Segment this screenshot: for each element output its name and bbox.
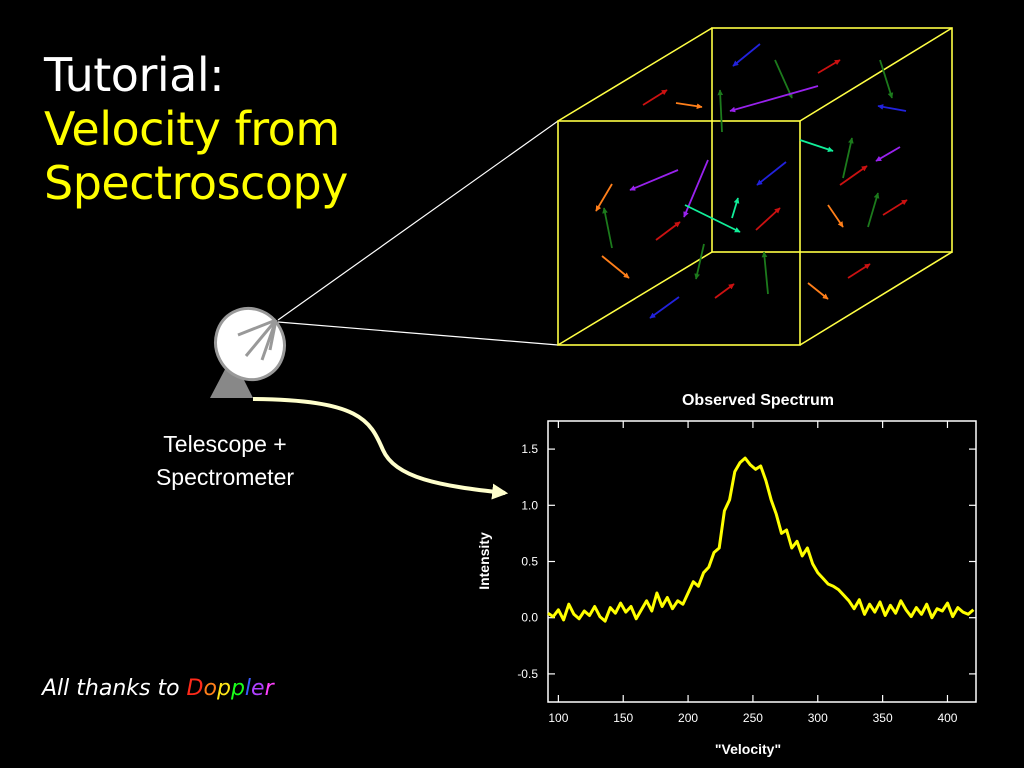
cube-edge (557, 251, 713, 346)
velocity-arrow (655, 221, 681, 241)
velocity-arrow (629, 169, 679, 191)
spectrum-series-line (547, 456, 975, 623)
beam-line-top (277, 120, 559, 321)
slide-subtitle-line2: Spectroscopy (44, 156, 348, 210)
beam-line-bottom (277, 321, 559, 346)
x-tick-label: 150 (613, 711, 633, 725)
velocity-arrow (595, 183, 613, 212)
x-tick-label: 350 (873, 711, 893, 725)
y-tick-label: 1.0 (521, 498, 538, 512)
spectrum-chart: Observed Spectrum "Velocity" Intensity -… (476, 392, 977, 757)
velocity-arrow (877, 104, 907, 112)
gas-cube-icon (557, 27, 953, 346)
velocity-arrow (839, 165, 868, 186)
curved-arrow-icon (252, 397, 509, 500)
slide-title: Tutorial: (44, 48, 225, 102)
chart-plot-frame (547, 420, 977, 703)
velocity-arrow (827, 204, 844, 228)
velocity-arrow (729, 85, 819, 113)
doppler-letter: r (264, 676, 274, 701)
cube-back-face (711, 27, 953, 253)
doppler-letter: l (244, 676, 252, 701)
telescope-label-line1: Telescope + (163, 431, 287, 457)
doppler-letter: e (251, 676, 265, 701)
y-tick-label: 0.0 (521, 611, 538, 625)
velocity-arrow (774, 59, 793, 99)
chart-x-ticks: 100 150 200 250 300 350 400 (548, 421, 958, 725)
velocity-arrow (601, 255, 630, 279)
velocity-arrow (675, 102, 703, 110)
doppler-letter: D (186, 676, 204, 701)
y-tick-label: 1.5 (521, 442, 538, 456)
velocity-arrow (879, 59, 894, 99)
velocity-arrows (595, 43, 908, 319)
chart-title: Observed Spectrum (682, 392, 834, 409)
dish-strut (237, 318, 277, 337)
velocity-arrow (731, 197, 740, 219)
velocity-arrow (714, 283, 735, 299)
x-tick-label: 250 (743, 711, 763, 725)
telescope-label-line2: Spectrometer (155, 464, 295, 490)
y-tick-label: -0.5 (517, 667, 538, 681)
cube-edge (557, 27, 713, 122)
velocity-arrow (694, 243, 705, 280)
chart-y-ticks: -0.5 0.0 0.5 1.0 1.5 (517, 442, 976, 681)
telescope-label: Telescope + Spectrometer (130, 428, 320, 494)
title-block: Tutorial: Velocity from Spectroscopy (44, 48, 348, 210)
velocity-arrow (732, 43, 761, 67)
velocity-arrow (847, 263, 871, 279)
dish-strut (244, 319, 278, 357)
doppler-letter: o (203, 676, 217, 701)
y-tick-label: 0.5 (521, 555, 538, 569)
velocity-arrow (756, 161, 787, 186)
x-tick-label: 300 (808, 711, 828, 725)
velocity-arrow (649, 296, 680, 319)
velocity-arrow (755, 207, 781, 231)
doppler-letter: p (230, 676, 245, 701)
velocity-arrow (842, 137, 854, 179)
x-tick-label: 400 (937, 711, 957, 725)
footer-text: All thanks to Doppler (42, 676, 274, 701)
velocity-arrow (602, 207, 613, 249)
cube-front-face (557, 120, 801, 346)
doppler-letter: p (216, 676, 231, 701)
satellite-dish-icon (210, 306, 286, 398)
velocity-arrow (875, 146, 901, 162)
velocity-arrow (761, 251, 769, 295)
x-tick-label: 100 (548, 711, 568, 725)
velocity-arrow (817, 59, 841, 74)
velocity-arrow (807, 282, 829, 300)
dish-strut (268, 319, 278, 351)
chart-y-axis-label: Intensity (476, 532, 492, 590)
cube-edge (799, 27, 953, 122)
dish-mount (210, 356, 253, 398)
chart-x-axis-label: "Velocity" (715, 741, 781, 757)
velocity-arrow (684, 204, 741, 233)
velocity-arrow (882, 199, 908, 216)
velocity-arrow (683, 159, 709, 218)
doppler-word: Doppler (187, 676, 274, 701)
slide-subtitle-line1: Velocity from (44, 102, 340, 156)
velocity-arrow (867, 192, 880, 228)
x-tick-label: 200 (678, 711, 698, 725)
velocity-arrow (642, 89, 668, 106)
footer-prefix: All thanks to (42, 676, 187, 701)
velocity-arrow (717, 89, 724, 133)
cube-edge (799, 251, 953, 346)
velocity-arrow (799, 139, 834, 153)
dish-bowl (214, 306, 286, 382)
